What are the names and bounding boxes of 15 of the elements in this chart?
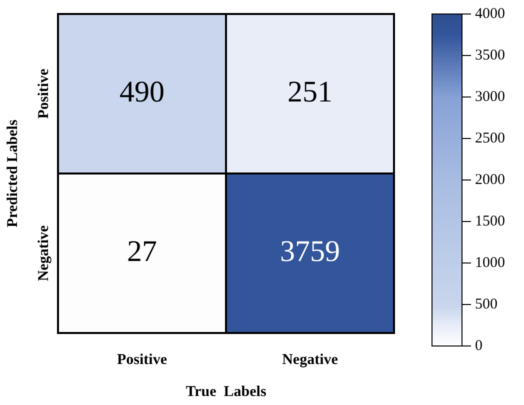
- data-label: 251: [288, 76, 332, 109]
- color-bar-label: 500: [475, 296, 498, 312]
- color-bar-label: 1500: [475, 213, 505, 230]
- color-bar-label: 0: [475, 338, 482, 354]
- color-bar-label: 3000: [475, 88, 505, 105]
- data-label: 490: [120, 76, 164, 109]
- color-bar-label: 2000: [475, 172, 505, 188]
- color-bar-label: 4000: [475, 6, 505, 22]
- y-axis-title: Predicted Labels: [4, 120, 21, 228]
- color-bar-label: 1000: [475, 254, 505, 271]
- x-axis-title: True Labels: [186, 384, 266, 400]
- data-label: 3759: [280, 235, 340, 268]
- data-label: 27: [127, 235, 157, 268]
- color-bar-label: 2500: [475, 130, 505, 146]
- color-bar-label: 3500: [475, 47, 505, 64]
